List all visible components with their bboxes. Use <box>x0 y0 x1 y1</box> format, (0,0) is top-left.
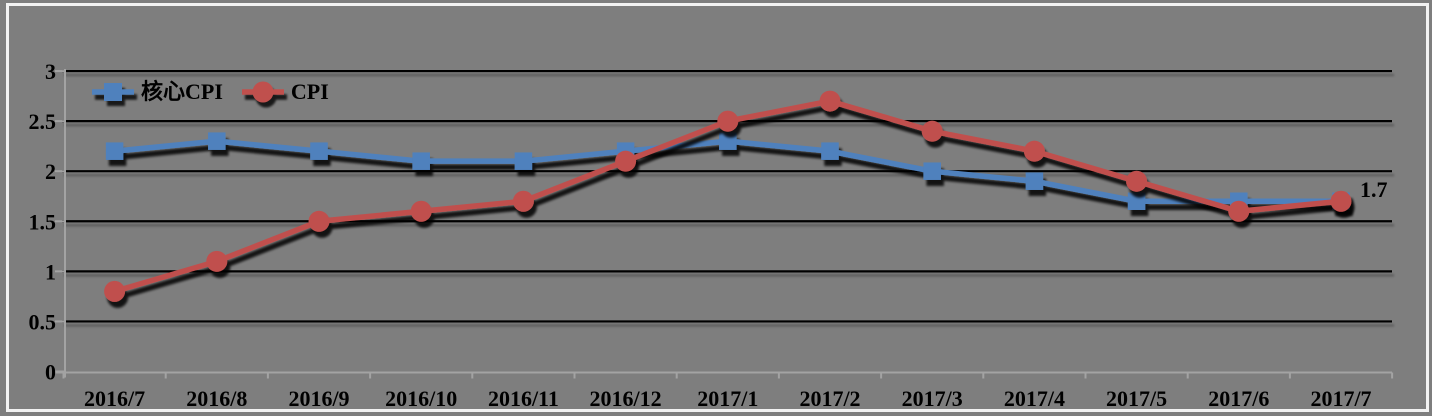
marker-cpi <box>921 120 943 142</box>
marker-core-cpi <box>105 142 124 160</box>
legend-label-cpi: CPI <box>290 79 329 104</box>
marker-core-cpi <box>208 132 226 150</box>
data-series <box>104 90 1352 302</box>
x-axis-label: 2016/9 <box>288 386 349 411</box>
marker-core-cpi <box>514 152 533 170</box>
marker-cpi <box>1023 140 1045 162</box>
axis-labels: 2016/7 2016/8 2016/9 2016/10 2016/11 2016/12 2… <box>29 59 1388 411</box>
x-axis-label: 2016/11 <box>488 386 559 411</box>
legend: 核心CPI CPI <box>90 80 329 104</box>
x-axis-label: 2017/7 <box>1310 386 1371 411</box>
axes <box>55 69 1394 379</box>
marker-cpi <box>717 110 739 132</box>
marker-core-cpi <box>821 142 839 160</box>
marker-cpi <box>308 210 330 232</box>
legend-item-core-cpi: 核心CPI <box>90 80 223 104</box>
x-axis-label: 2017/5 <box>1106 386 1167 411</box>
y-axis-label: 0.5 <box>29 309 57 334</box>
marker-cpi <box>512 190 534 212</box>
marker-cpi <box>1228 200 1250 222</box>
marker-cpi <box>819 90 841 112</box>
x-axis-label: 2017/3 <box>902 386 963 411</box>
marker-cpi <box>1126 170 1148 192</box>
series-cpi <box>104 90 1352 302</box>
marker-core-cpi <box>412 152 430 170</box>
legend-item-cpi: CPI <box>240 80 329 104</box>
marker-cpi <box>410 200 432 222</box>
y-axis-label: 1 <box>45 259 56 284</box>
x-axis-label: 2017/1 <box>697 386 758 411</box>
x-axis-label: 2017/4 <box>1004 386 1065 411</box>
y-axis-label: 2 <box>45 159 56 184</box>
x-axis-label: 2017/6 <box>1208 386 1269 411</box>
end-data-label: 1.7 <box>1360 177 1388 202</box>
x-axis-label: 2017/2 <box>799 386 860 411</box>
core-cpi-legend-marker-icon <box>92 83 134 101</box>
x-axis-label: 2016/8 <box>186 386 247 411</box>
marker-core-cpi <box>1127 192 1146 210</box>
y-axis-label: 3 <box>45 59 56 84</box>
x-axis-label: 2016/12 <box>590 386 662 411</box>
marker-core-cpi <box>310 142 328 160</box>
marker-core-cpi <box>1025 172 1044 190</box>
marker-cpi <box>206 250 228 272</box>
x-axis-label: 2016/7 <box>84 386 145 411</box>
marker-cpi <box>1330 190 1352 212</box>
marker-cpi <box>615 150 637 172</box>
legend-label-core-cpi: 核心CPI <box>141 79 223 104</box>
y-axis-label: 0 <box>45 360 56 385</box>
x-axis-label: 2016/10 <box>385 386 457 411</box>
y-axis-label: 2.5 <box>29 109 57 134</box>
y-axis-label: 1.5 <box>29 209 57 234</box>
marker-cpi <box>104 280 126 302</box>
marker-core-cpi <box>719 132 737 150</box>
marker-core-cpi <box>923 162 941 180</box>
cpi-legend-marker-icon <box>241 81 284 103</box>
